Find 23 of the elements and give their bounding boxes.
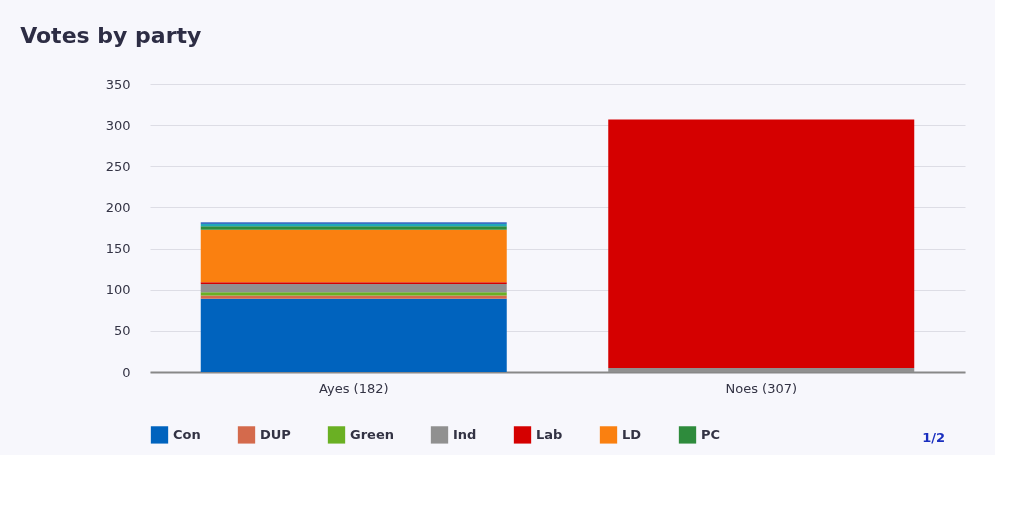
- y-tick-label: 300: [105, 117, 131, 133]
- legend-label: Green: [350, 426, 394, 442]
- chart-title: Votes by party: [20, 23, 202, 48]
- x-tick-label: Ayes (182): [318, 380, 389, 396]
- legend-label: Lab: [536, 426, 563, 442]
- legend-label: Ind: [453, 426, 477, 442]
- y-tick-label: 350: [105, 76, 131, 92]
- legend-label: Con: [173, 426, 201, 442]
- y-tick-label: 250: [105, 158, 131, 174]
- y-tick-label: 50: [113, 323, 131, 339]
- bar: [200, 229, 507, 283]
- bar: [200, 298, 507, 372]
- text: 1/2: [922, 430, 945, 445]
- bar: [200, 283, 507, 293]
- y-tick-label: 100: [105, 282, 131, 298]
- y-tick-label: 150: [105, 241, 131, 257]
- legend-label: PC: [701, 426, 721, 442]
- bar: [608, 119, 915, 368]
- x-tick-label: Noes (307): [725, 380, 798, 396]
- legend-label: DUP: [260, 426, 291, 442]
- y-tick-label: 200: [105, 199, 131, 215]
- legend-label: LD: [622, 426, 642, 442]
- y-tick-label: 0: [122, 364, 131, 380]
